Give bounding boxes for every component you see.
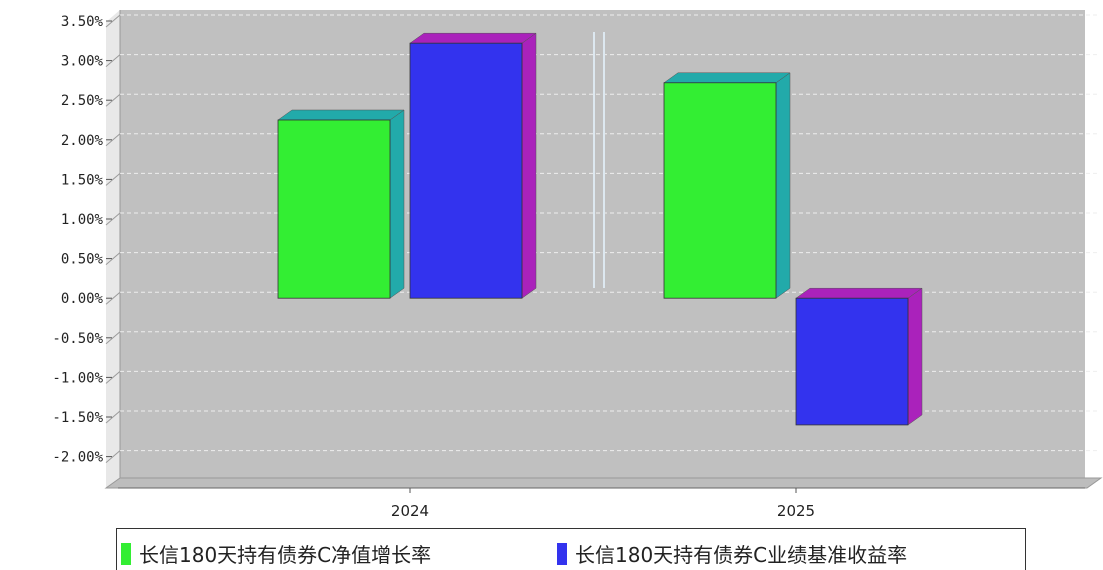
- x-axis: 2024 2025: [391, 488, 815, 520]
- y-tick-label: 2.00%: [61, 133, 104, 149]
- grid-line-side: [105, 252, 121, 265]
- plot-floor: [104, 477, 1103, 489]
- grid-lines: [105, 14, 1099, 463]
- legend-swatch-green: [121, 542, 131, 565]
- y-tick-label: 1.50%: [61, 172, 104, 188]
- y-tick-label: -0.50%: [52, 331, 103, 347]
- y-tick-label: 0.00%: [61, 291, 104, 307]
- bar-front: [663, 82, 777, 299]
- bar-front: [795, 297, 909, 426]
- y-tick-label: 0.50%: [61, 252, 104, 268]
- y-tick-label: -1.50%: [52, 410, 103, 426]
- y-tick-label: 3.50%: [61, 14, 104, 30]
- bar-side: [389, 109, 405, 299]
- legend: 长信180天持有债券C净值增长率 长信180天持有债券C业绩基准收益率: [116, 528, 1026, 570]
- bar-side: [775, 72, 791, 299]
- bars: [277, 32, 923, 426]
- bar-front: [409, 42, 523, 299]
- legend-label-growth: 长信180天持有债券C净值增长率: [139, 543, 432, 567]
- bar-chart: 3.50% 3.00% 2.50% 2.00% 1.50% 1.00% 0.50% 0.00%…: [52, 10, 1103, 520]
- legend-label-benchmark: 长信180天持有债券C业绩基准收益率: [575, 543, 908, 567]
- grid-line-side: [105, 450, 121, 463]
- y-tick-label: 3.00%: [61, 54, 104, 70]
- legend-swatch-blue: [557, 542, 567, 565]
- grid-line-side: [105, 371, 121, 384]
- grid-line-side: [105, 331, 121, 345]
- grid-line-side: [105, 93, 121, 107]
- grid-line-side: [105, 212, 121, 226]
- bar-side: [521, 32, 537, 299]
- bar-top: [663, 72, 791, 84]
- legend-item-growth: 长信180天持有债券C净值增长率: [121, 539, 431, 568]
- y-tick-label: 2.50%: [61, 93, 104, 109]
- grid-line-side: [105, 291, 121, 305]
- legend-item-benchmark: 长信180天持有债券C业绩基准收益率: [557, 539, 907, 568]
- grid-line-side: [105, 173, 121, 186]
- bar-16-2024-0: [277, 109, 405, 299]
- bar-top: [277, 109, 405, 121]
- x-category-label: 2024: [391, 502, 429, 520]
- x-category-label: 2025: [777, 502, 815, 520]
- grid-line-side: [105, 410, 121, 424]
- bar-top: [409, 32, 537, 44]
- grid-line-side: [105, 54, 121, 67]
- bar-top: [795, 287, 923, 299]
- bar-18-2025-1: [795, 287, 923, 426]
- y-axis: 3.50% 3.00% 2.50% 2.00% 1.50% 1.00% 0.50% 0.00%…: [52, 14, 112, 466]
- bar-front: [277, 119, 391, 299]
- grid-line-side: [105, 133, 121, 147]
- plot-back-wall: [120, 10, 1085, 478]
- y-tick-label: 1.00%: [61, 212, 104, 228]
- plot-left-wall: [106, 10, 120, 488]
- bar-18-2024-1: [409, 32, 537, 299]
- bar-side: [907, 287, 923, 426]
- grid-line-side: [105, 14, 121, 28]
- y-tick-label: -2.00%: [52, 450, 103, 466]
- y-tick-label: -1.00%: [52, 370, 103, 386]
- bar-16-2025-0: [663, 72, 791, 299]
